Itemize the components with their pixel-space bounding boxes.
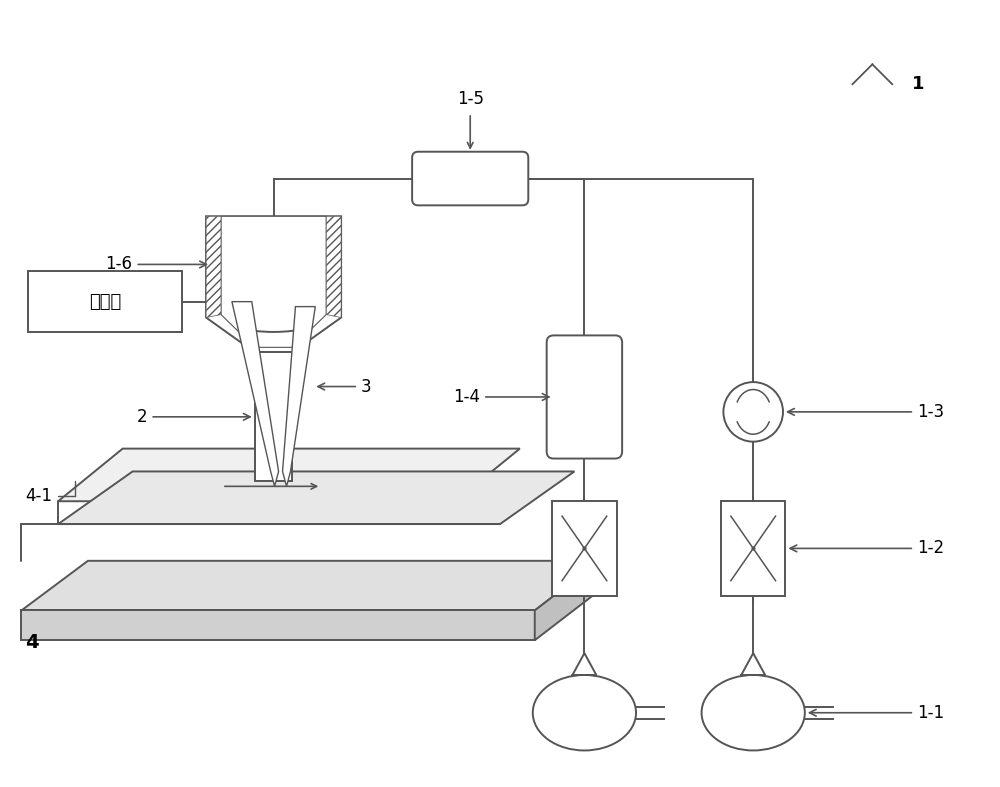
Text: 激光器: 激光器 [89, 293, 121, 311]
Polygon shape [206, 216, 341, 353]
Text: 1-3: 1-3 [788, 403, 944, 421]
Bar [721, 501, 785, 596]
Bar [267, 378, 280, 404]
Bar [28, 271, 182, 332]
Bar [552, 501, 617, 596]
Bar [280, 404, 292, 430]
Text: 1: 1 [912, 76, 925, 93]
Polygon shape [283, 307, 315, 486]
Text: 4-1: 4-1 [25, 487, 52, 505]
Text: 1-6: 1-6 [106, 256, 206, 273]
Text: 1-1: 1-1 [809, 704, 944, 722]
FancyBboxPatch shape [547, 335, 622, 459]
Bar [255, 456, 267, 482]
Polygon shape [206, 216, 221, 317]
Polygon shape [326, 216, 341, 317]
Bar [255, 404, 267, 430]
Bar [267, 430, 280, 456]
Polygon shape [21, 611, 535, 641]
Bar [280, 456, 292, 482]
FancyBboxPatch shape [412, 152, 528, 205]
Text: 2: 2 [137, 408, 250, 426]
Polygon shape [221, 216, 326, 347]
Text: 1-4: 1-4 [453, 388, 549, 406]
Polygon shape [535, 561, 599, 641]
Text: 1-2: 1-2 [790, 539, 944, 557]
Circle shape [723, 382, 783, 442]
Bar [255, 353, 292, 482]
Polygon shape [58, 449, 520, 501]
Bar [280, 353, 292, 378]
Ellipse shape [702, 675, 805, 751]
Text: 1-5: 1-5 [457, 90, 484, 108]
Text: 4: 4 [25, 634, 39, 652]
Polygon shape [232, 301, 279, 486]
Bar [255, 353, 267, 378]
Polygon shape [21, 561, 599, 611]
Ellipse shape [533, 675, 636, 751]
Polygon shape [58, 471, 574, 524]
Text: 3: 3 [318, 378, 372, 396]
